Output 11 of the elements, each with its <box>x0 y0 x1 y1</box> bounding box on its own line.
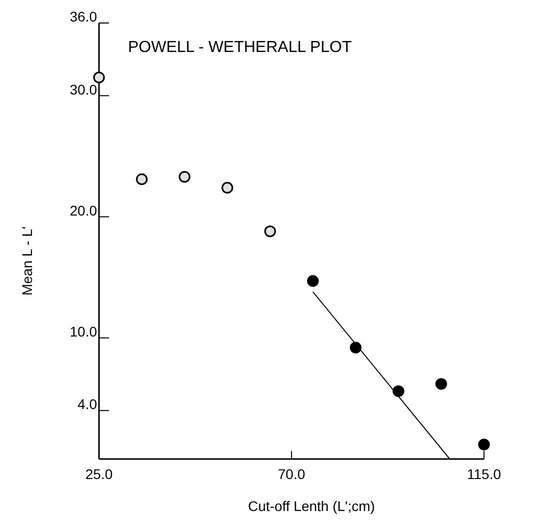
y-tick-label: 30.0 <box>70 81 98 98</box>
x-tick-label: 115.0 <box>467 466 502 482</box>
y-tick-label: 10.0 <box>70 323 98 340</box>
y-tick-label: 36.0 <box>70 8 98 25</box>
text: POWELL - WETHERALL PLOT <box>128 39 352 56</box>
y-tick-label: 4.0 <box>78 396 98 412</box>
x-tick-label: 70.0 <box>278 466 306 482</box>
y-axis-title: Mean L - L' <box>19 226 35 296</box>
x-tick-label: 25.0 <box>85 466 113 482</box>
x-axis-title: Cut-off Lenth (L';cm) <box>248 498 375 514</box>
y-tick-label: 20.0 <box>70 202 98 218</box>
